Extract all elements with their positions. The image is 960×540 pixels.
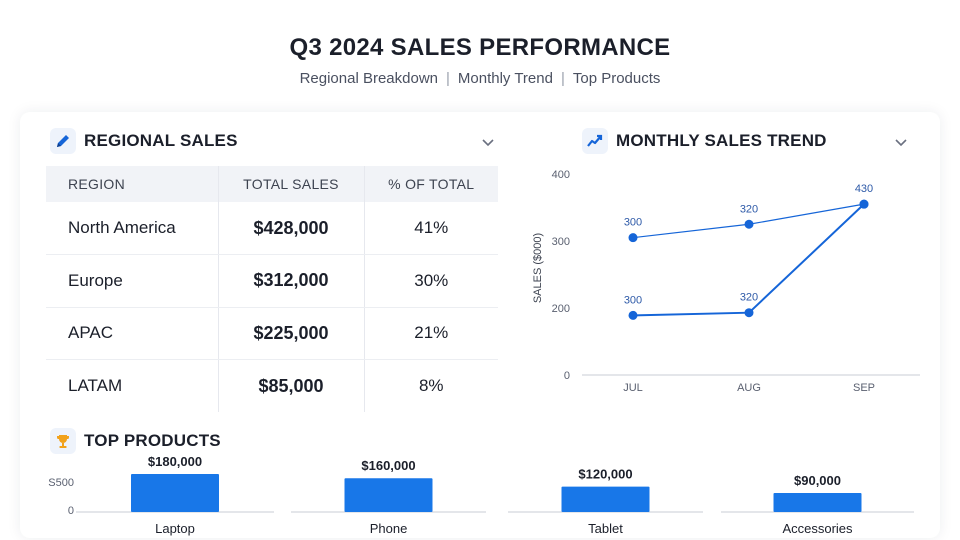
top-products-title: TOP PRODUCTS xyxy=(84,431,221,450)
subtitle: Regional Breakdown | Monthly Trend | Top… xyxy=(0,70,960,87)
x-tick-label: JUL xyxy=(623,382,643,394)
category-label: Phone xyxy=(370,521,408,536)
data-label: 300 xyxy=(624,294,642,306)
region-cell: North America xyxy=(46,202,218,255)
y-tick-label: 0 xyxy=(68,505,74,517)
regional-sales-title: REGIONAL SALES xyxy=(84,131,238,150)
y-tick-label: 200 xyxy=(552,303,570,315)
product-bar xyxy=(773,493,862,512)
trend-chevron-down-icon[interactable] xyxy=(893,134,909,150)
column-header-total-sales: TOTAL SALES xyxy=(217,166,364,202)
data-label: 300 xyxy=(624,217,642,229)
sales-cell: $85,000 xyxy=(217,359,364,412)
regional-sales-table: REGION TOTAL SALES % OF TOTAL North Amer… xyxy=(46,166,498,412)
region-cell: Europe xyxy=(46,254,218,308)
product-bar xyxy=(344,478,433,512)
data-point xyxy=(744,219,754,229)
region-cell: APAC xyxy=(46,307,218,360)
product-bar xyxy=(561,486,650,512)
trophy-icon xyxy=(50,428,76,454)
table-header-row: REGION TOTAL SALES % OF TOTAL xyxy=(46,166,498,202)
top-products-header: TOP PRODUCTS xyxy=(50,428,221,454)
column-header-percent: % OF TOTAL xyxy=(363,166,498,202)
subtitle-regional: Regional Breakdown xyxy=(299,70,438,87)
bar-value-label: $120,000 xyxy=(578,467,632,482)
y-axis-label: SALES ($000) xyxy=(532,233,544,303)
data-point xyxy=(859,199,869,209)
category-label: Tablet xyxy=(588,521,623,536)
percent-cell: 41% xyxy=(363,202,498,255)
table-row: APAC $225,000 21% xyxy=(46,307,498,360)
pencil-icon xyxy=(50,128,76,154)
data-point xyxy=(744,308,754,318)
bar-value-label: $160,000 xyxy=(361,458,415,473)
percent-cell: 21% xyxy=(363,307,498,360)
regional-chevron-down-icon[interactable] xyxy=(480,134,496,150)
top-products-chart: S500 0 $180,000 Laptop $160,000 Phone $120,000… xyxy=(48,454,914,536)
bar-value-label: $90,000 xyxy=(794,473,841,488)
data-label: 320 xyxy=(740,292,758,304)
table-row: LATAM $85,000 8% xyxy=(46,359,498,412)
x-tick-label: AUG xyxy=(737,382,761,394)
region-cell: LATAM xyxy=(68,376,123,395)
y-tick-label: 400 xyxy=(552,169,570,181)
trend-chart-icon xyxy=(582,128,608,154)
bar-value-label: $180,000 xyxy=(148,454,202,469)
category-label: Accessories xyxy=(782,521,853,536)
data-label: 320 xyxy=(740,203,758,215)
category-label: Laptop xyxy=(155,521,195,536)
product-bar xyxy=(131,474,219,512)
x-tick-label: SEP xyxy=(853,382,875,394)
y-tick-label: S500 xyxy=(48,477,74,489)
table-row: North America $428,000 41% xyxy=(46,202,498,255)
subtitle-monthly: Monthly Trend xyxy=(457,70,553,87)
column-header-region: REGION xyxy=(46,166,218,202)
subtitle-separator: | xyxy=(446,70,450,87)
monthly-trend-header: MONTHLY SALES TREND xyxy=(582,128,827,154)
subtitle-separator: | xyxy=(560,70,565,87)
regional-sales-header: REGIONAL SALES xyxy=(50,128,238,154)
sales-cell: $225,000 xyxy=(217,307,364,360)
y-tick-label: 300 xyxy=(552,236,570,248)
sales-cell: $428,000 xyxy=(217,202,364,255)
monthly-trend-chart: 0 200 300 400 JUL AUG SEP SALES ($000) 300 320 430… xyxy=(532,169,920,394)
table-row: Europe $312,000 30% xyxy=(46,254,498,308)
y-tick-label: 0 xyxy=(564,370,570,382)
percent-cell: 30% xyxy=(363,254,498,308)
subtitle-products: Top Products xyxy=(572,70,661,87)
page-title: Q3 2024 SALES PERFORMANCE xyxy=(289,34,671,61)
sales-cell: $312,000 xyxy=(217,254,364,308)
data-label: 430 xyxy=(855,183,873,195)
data-point xyxy=(628,310,638,320)
percent-cell: 8% xyxy=(363,359,498,412)
monthly-trend-title: MONTHLY SALES TREND xyxy=(616,131,827,150)
data-point xyxy=(628,233,638,243)
page-header: Q3 2024 SALES PERFORMANCE Regional Break… xyxy=(0,34,960,87)
